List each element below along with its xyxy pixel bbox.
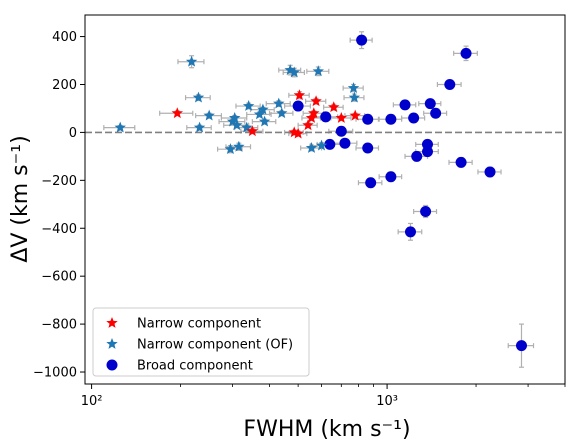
broad-component-point <box>424 98 436 110</box>
narrow-of-component-point <box>192 91 205 103</box>
narrow-of-component-point <box>224 143 237 155</box>
narrow-of-component-point <box>253 108 266 120</box>
narrow-component-point <box>171 107 183 119</box>
broad-component-point <box>320 111 332 123</box>
broad-component-point <box>484 166 496 178</box>
broad-component-point <box>460 47 472 59</box>
narrow-component-point <box>292 127 304 139</box>
broad-component-point <box>335 125 347 137</box>
y-tick-label: −800 <box>41 318 77 333</box>
legend-label: Narrow component <box>137 317 261 332</box>
narrow-component-point <box>335 112 348 123</box>
broad-component-point <box>292 100 304 112</box>
y-tick-label: −400 <box>41 222 77 237</box>
narrow-of-component-point <box>305 141 318 153</box>
broad-component-point <box>420 205 432 217</box>
narrow-of-component-point <box>284 64 296 75</box>
y-axis-label: ΔV (km s⁻¹) <box>8 135 33 262</box>
broad-component-point <box>455 156 467 168</box>
narrow-of-component-point <box>288 66 300 78</box>
broad-component-point <box>365 177 377 189</box>
narrow-of-component-point <box>233 140 245 152</box>
narrow-component-point <box>349 109 361 121</box>
narrow-component-point <box>308 107 320 119</box>
y-tick-label: −200 <box>41 174 77 189</box>
broad-component-point <box>385 113 397 125</box>
narrow-component-point <box>305 112 318 123</box>
broad-component-point <box>408 112 420 124</box>
legend-marker-circle <box>106 359 118 371</box>
narrow-of-component-point <box>241 121 253 133</box>
legend-label: Narrow component (OF) <box>137 338 293 353</box>
data-points <box>114 34 527 352</box>
plot-frame <box>84 14 566 385</box>
narrow-of-component-point <box>258 115 271 127</box>
broad-component-point <box>324 138 336 150</box>
narrow-of-component-point <box>273 97 285 109</box>
y-tick-label: −600 <box>41 270 77 285</box>
narrow-of-component-point <box>185 55 198 67</box>
narrow-of-component-point <box>242 100 255 111</box>
narrow-component-point <box>246 125 259 137</box>
broad-component-point <box>515 340 527 352</box>
narrow-of-component-point <box>231 119 243 131</box>
narrow-of-component-point <box>257 103 269 115</box>
broad-component-point <box>421 146 433 158</box>
narrow-component-point <box>310 95 322 107</box>
x-tick-label: 10² <box>81 394 103 409</box>
narrow-of-component-point <box>193 121 206 133</box>
narrow-component-point <box>302 119 314 131</box>
broad-component-point <box>404 226 416 238</box>
narrow-of-component-point <box>276 107 288 119</box>
legend-box <box>92 307 310 377</box>
legend-label: Broad component <box>137 359 253 374</box>
broad-component-point <box>362 142 374 154</box>
narrow-of-component-point <box>228 112 241 123</box>
legend-marker-star <box>106 338 118 349</box>
broad-component-point <box>356 34 368 46</box>
broad-component-point <box>399 99 411 111</box>
narrow-component-point <box>293 89 306 101</box>
y-axis-ticks: 400 200 0 −200 −400 −600 −800 −1000 <box>33 30 85 381</box>
broad-component-point <box>444 78 456 90</box>
narrow-of-component-point <box>347 82 360 93</box>
narrow-of-component-point <box>348 91 361 103</box>
y-tick-label: 200 <box>52 78 77 93</box>
x-tick-label: 10³ <box>376 394 398 409</box>
broad-component-point <box>362 113 374 125</box>
narrow-component-point <box>328 101 340 113</box>
y-tick-label: −1000 <box>33 366 77 381</box>
broad-component-point <box>385 171 397 183</box>
broad-component-point <box>339 137 351 149</box>
y-tick-label: 400 <box>52 30 77 45</box>
x-axis-ticks: 10² 10³ <box>81 384 566 409</box>
x-axis-label: FWHM (km s⁻¹) <box>243 417 410 442</box>
y-tick-label: 0 <box>69 126 77 141</box>
broad-component-point <box>411 150 423 162</box>
narrow-of-component-point <box>114 121 126 133</box>
narrow-of-component-point <box>203 109 215 121</box>
legend: Narrow component Narrow component (OF) Bro… <box>92 307 310 377</box>
narrow-of-component-point <box>312 65 324 77</box>
broad-component-point <box>430 107 442 119</box>
legend-marker-star <box>106 317 118 328</box>
narrow-of-component-point <box>315 139 328 151</box>
